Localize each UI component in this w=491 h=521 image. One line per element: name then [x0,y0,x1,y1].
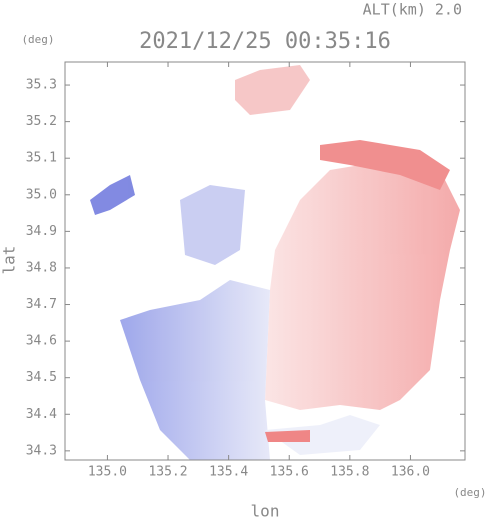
y-tick-label: 35.2 [26,114,57,129]
y-tick-label: 34.8 [26,260,57,275]
chart-title: 2021/12/25 00:35:16 [139,29,391,54]
x-unit: (deg) [453,486,486,499]
x-tick-label: 135.2 [148,465,187,480]
y-tick-label: 34.5 [26,370,57,385]
y-tick-label: 34.4 [26,407,57,422]
receding-echo [320,140,450,190]
approaching-echo [90,175,135,215]
y-tick-label: 35.3 [26,78,57,93]
y-tick-label: 34.3 [26,443,57,458]
altitude-label: ALT(km) 2.0 [363,1,462,19]
y-unit: (deg) [21,33,54,46]
y-tick-label: 34.7 [26,297,57,312]
y-tick-label: 35.1 [26,151,57,166]
x-tick-label: 135.0 [88,465,127,480]
y-tick-label: 34.9 [26,224,57,239]
plot-frame [64,61,466,461]
y-label: lat [0,246,19,275]
x-tick-label: 135.6 [270,465,309,480]
receding-echo [265,160,460,410]
receding-echo [265,430,310,442]
receding-echo [235,65,310,115]
x-label: lon [251,502,280,521]
approaching-echo [265,415,380,455]
x-tick-label: 135.8 [330,465,369,480]
approaching-echo [120,280,270,460]
x-tick-label: 135.4 [209,465,248,480]
x-tick-label: 136.0 [391,465,430,480]
echo-field [90,65,460,460]
approaching-echo [180,185,245,265]
y-tick-label: 35.0 [26,187,57,202]
y-tick-label: 34.6 [26,334,57,349]
